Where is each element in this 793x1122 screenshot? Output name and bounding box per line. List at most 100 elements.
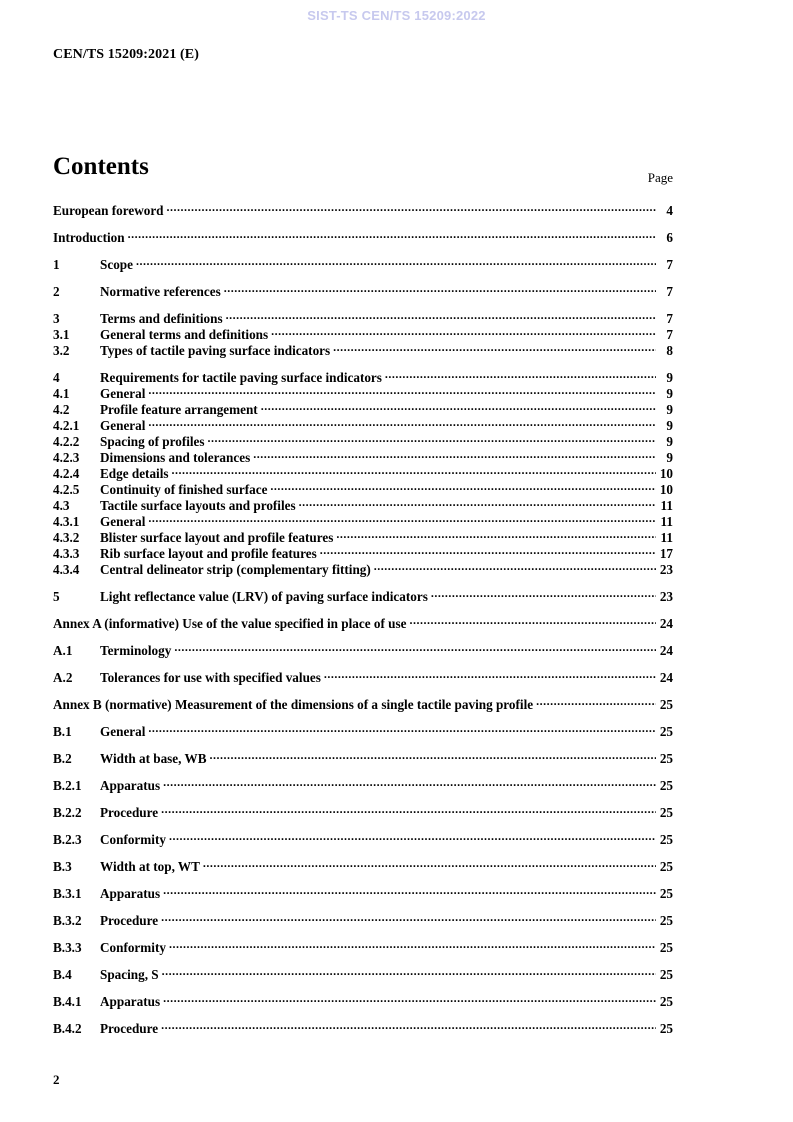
toc-entry-label: Annex B (normative) Measurement of the d… (53, 697, 534, 712)
toc-dot-leader (333, 342, 656, 355)
toc-entry[interactable]: 4.3.1 General 11 (53, 513, 673, 529)
toc-entry[interactable]: B.3.3 Conformity 25 (53, 939, 673, 955)
toc-entry[interactable]: Annex B (normative) Measurement of the d… (53, 696, 673, 712)
toc-entry[interactable]: A.2 Tolerances for use with specified val… (53, 669, 673, 685)
toc-entry[interactable]: 4.2.3 Dimensions and tolerances 9 (53, 449, 673, 465)
toc-entry-label: Terms and definitions (100, 311, 223, 326)
toc-entry-label: Profile feature arrangement (100, 402, 258, 417)
toc-entry[interactable]: 4.2 Profile feature arrangement 9 (53, 401, 673, 417)
toc-dot-leader (163, 993, 656, 1006)
toc-entry[interactable]: B.2 Width at base, WB 25 (53, 750, 673, 766)
toc-entry[interactable]: B.3.2 Procedure 25 (53, 912, 673, 928)
toc-dot-leader (210, 750, 656, 763)
toc-entry-label: Apparatus (100, 994, 161, 1009)
toc-entry-page-number: 23 (659, 589, 673, 604)
toc-dot-leader (163, 777, 656, 790)
toc-dot-leader (167, 202, 656, 215)
toc-entry[interactable]: Introduction 6 (53, 229, 673, 245)
toc-entry-label: Width at top, WT (100, 859, 200, 874)
toc-entry-page-number: 25 (659, 994, 673, 1009)
toc-entry-page-number: 23 (659, 562, 673, 577)
toc-entry-number: B.4 (53, 967, 72, 982)
toc-entry-label: Conformity (100, 832, 166, 847)
toc-entry[interactable]: B.2.2 Procedure 25 (53, 804, 673, 820)
toc-entry-label: Tactile surface layouts and profiles (100, 498, 296, 513)
toc-entry[interactable]: 4.2.1 General 9 (53, 417, 673, 433)
toc-entry-number: 3 (53, 311, 60, 326)
toc-entry[interactable]: 4.2.5 Continuity of finished surface 10 (53, 481, 673, 497)
toc-entry[interactable]: B.2.1 Apparatus 25 (53, 777, 673, 793)
toc-entry[interactable]: B.3 Width at top, WT 25 (53, 858, 673, 874)
toc-dot-leader (336, 529, 656, 542)
toc-dot-leader (161, 1020, 656, 1033)
toc-entry-page-number: 10 (659, 466, 673, 481)
toc-entry[interactable]: 4.2.4 Edge details 10 (53, 465, 673, 481)
toc-dot-leader (253, 449, 656, 462)
toc-entry-label: Scope (100, 257, 133, 272)
toc-entry-number: B.2.3 (53, 832, 82, 847)
toc-entry-number: 4.2.4 (53, 466, 80, 481)
toc-entry[interactable]: 4.1 General 9 (53, 385, 673, 401)
toc-entry[interactable]: B.1 General 25 (53, 723, 673, 739)
toc-entry[interactable]: 5 Light reflectance value (LRV) of paving… (53, 588, 673, 604)
toc-entry-label: Rib surface layout and profile features (100, 546, 317, 561)
toc-entry[interactable]: 4 Requirements for tactile paving surface… (53, 369, 673, 385)
toc-entry-number: B.2 (53, 751, 72, 766)
toc-entry-label: General (100, 386, 146, 401)
toc-entry-label: Light reflectance value (LRV) of paving … (100, 589, 428, 604)
toc-entry[interactable]: 3.2 Types of tactile paving surface indic… (53, 342, 673, 358)
toc-entry-page-number: 7 (666, 284, 673, 299)
toc-entry-page-number: 17 (659, 546, 673, 561)
toc-entry-page-number: 7 (666, 257, 673, 272)
contents-header: Contents Page (53, 152, 673, 188)
toc-entry-label: General (100, 418, 146, 433)
toc-entry[interactable]: B.4.1 Apparatus 25 (53, 993, 673, 1009)
toc-entry-number: 4.2 (53, 402, 70, 417)
toc-dot-leader (226, 310, 656, 323)
toc-entry[interactable]: 4.3.2 Blister surface layout and profile … (53, 529, 673, 545)
toc-entry[interactable]: 4.3.4 Central delineator strip (complemen… (53, 561, 673, 577)
toc-entry[interactable]: 3.1 General terms and definitions 7 (53, 326, 673, 342)
toc-entry-page-number: 25 (659, 805, 673, 820)
toc-entry-number: B.2.1 (53, 778, 82, 793)
toc-dot-leader (161, 804, 656, 817)
toc-dot-leader (161, 912, 656, 925)
toc-entry[interactable]: Annex A (informative) Use of the value s… (53, 615, 673, 631)
toc-entry-page-number: 25 (659, 967, 673, 982)
toc-entry-label: General (100, 514, 146, 529)
toc-entry-page-number: 25 (659, 940, 673, 955)
toc-entry-label: Edge details (100, 466, 169, 481)
document-reference-title: CEN/TS 15209:2021 (E) (53, 47, 199, 62)
toc-entry[interactable]: European foreword 4 (53, 202, 673, 218)
toc-entry-number: A.2 (53, 670, 73, 685)
toc-dot-leader (261, 401, 656, 414)
toc-entry-number: B.4.1 (53, 994, 82, 1009)
toc-entry-label: Spacing, S (100, 967, 159, 982)
toc-entry-label: Spacing of profiles (100, 434, 205, 449)
toc-entry-page-number: 25 (659, 886, 673, 901)
toc-entry[interactable]: B.3.1 Apparatus 25 (53, 885, 673, 901)
toc-entry[interactable]: 4.2.2 Spacing of profiles 9 (53, 433, 673, 449)
toc-entry[interactable]: 2 Normative references 7 (53, 283, 673, 299)
toc-entry-number: 4.2.3 (53, 450, 80, 465)
toc-dot-leader (172, 465, 656, 478)
toc-dot-leader (148, 385, 656, 398)
toc-entry[interactable]: 4.3 Tactile surface layouts and profiles 1… (53, 497, 673, 513)
toc-entry[interactable]: B.4 Spacing, S 25 (53, 966, 673, 982)
toc-entry[interactable]: 4.3.3 Rib surface layout and profile feat… (53, 545, 673, 561)
toc-entry[interactable]: 3 Terms and definitions 7 (53, 310, 673, 326)
toc-entry-label: European foreword (53, 203, 164, 218)
toc-dot-leader (224, 283, 656, 296)
toc-entry-page-number: 9 (666, 370, 673, 385)
toc-entry-page-number: 10 (659, 482, 673, 497)
toc-dot-leader (374, 561, 656, 574)
toc-entry[interactable]: B.2.3 Conformity 25 (53, 831, 673, 847)
toc-entry[interactable]: A.1 Terminology 24 (53, 642, 673, 658)
toc-dot-leader (536, 696, 656, 709)
toc-entry[interactable]: 1 Scope 7 (53, 256, 673, 272)
toc-entry-label: Terminology (100, 643, 172, 658)
toc-entry[interactable]: B.4.2 Procedure 25 (53, 1020, 673, 1036)
toc-entry-page-number: 9 (666, 402, 673, 417)
toc-dot-leader (203, 858, 656, 871)
toc-entry-number: 4.2.2 (53, 434, 80, 449)
